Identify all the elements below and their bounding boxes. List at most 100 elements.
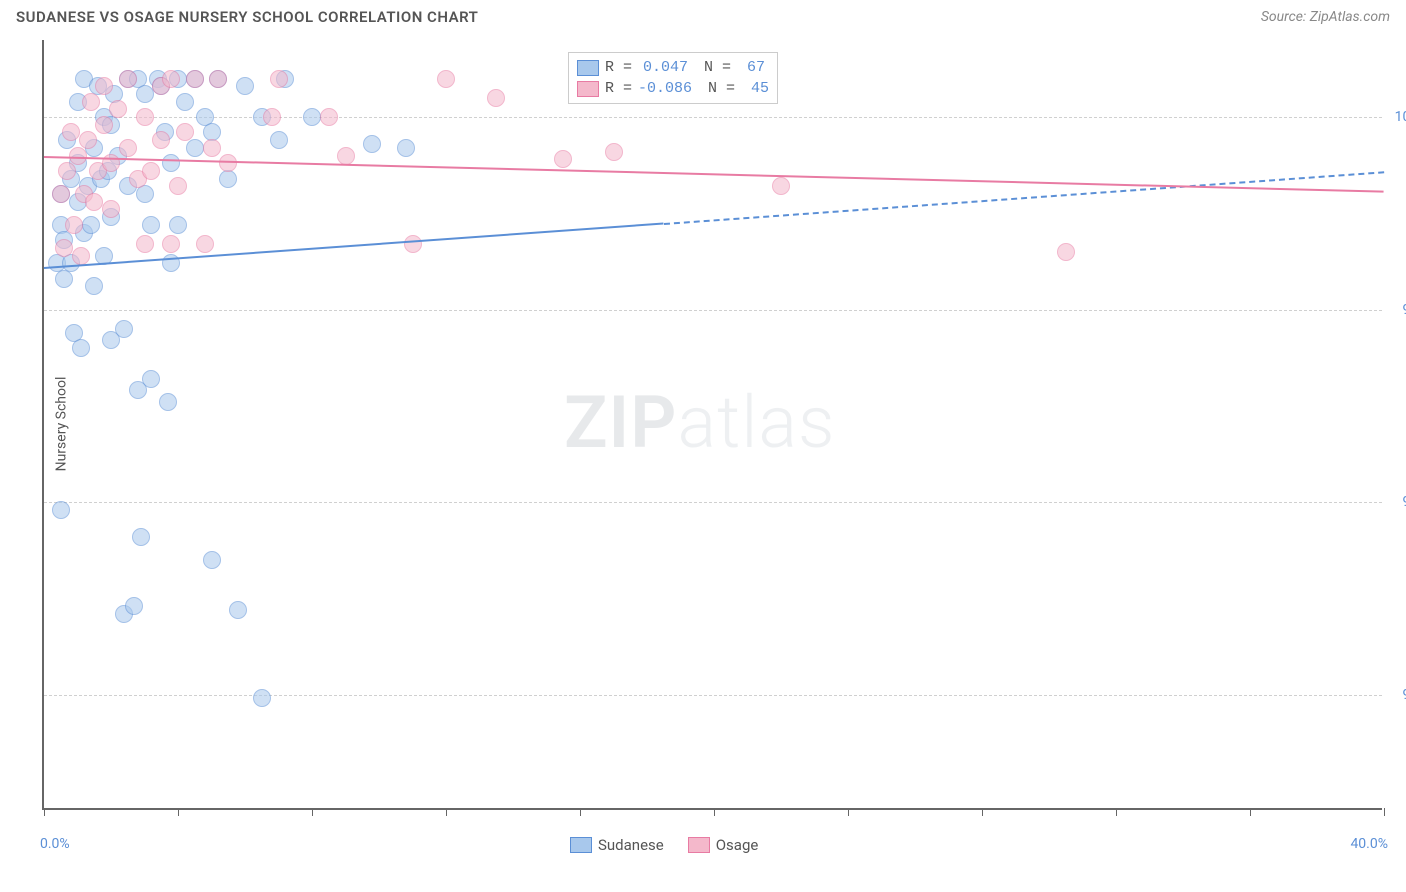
- gridline: [44, 117, 1382, 118]
- x-tick: [982, 808, 983, 816]
- data-point: [95, 116, 113, 134]
- data-point: [65, 216, 83, 234]
- data-point: [82, 93, 100, 111]
- chart-title: SUDANESE VS OSAGE NURSERY SCHOOL CORRELA…: [16, 8, 478, 26]
- n-value: 67: [737, 59, 765, 76]
- data-point: [162, 70, 180, 88]
- legend-swatch: [570, 837, 592, 853]
- n-label: N =: [704, 59, 731, 76]
- data-point: [69, 147, 87, 165]
- data-point: [203, 551, 221, 569]
- data-point: [55, 239, 73, 257]
- data-point: [85, 277, 103, 295]
- data-point: [219, 154, 237, 172]
- watermark-atlas: atlas: [677, 380, 835, 465]
- data-point: [72, 247, 90, 265]
- data-point: [52, 185, 70, 203]
- data-point: [62, 123, 80, 141]
- data-point: [270, 70, 288, 88]
- data-point: [95, 77, 113, 95]
- data-point: [176, 93, 194, 111]
- legend-item: Osage: [688, 836, 759, 854]
- data-point: [196, 235, 214, 253]
- data-point: [136, 235, 154, 253]
- legend-label: Sudanese: [598, 836, 664, 854]
- data-point: [203, 139, 221, 157]
- data-point: [554, 150, 572, 168]
- data-point: [85, 193, 103, 211]
- data-point: [159, 393, 177, 411]
- data-point: [162, 154, 180, 172]
- data-point: [55, 270, 73, 288]
- watermark-zip: ZIP: [564, 380, 677, 465]
- data-point: [404, 235, 422, 253]
- x-tick: [1384, 808, 1385, 816]
- legend-item: Sudanese: [570, 836, 664, 854]
- legend-row: R = 0.047 N = 67: [577, 57, 769, 78]
- r-value: -0.086: [638, 80, 692, 97]
- r-value: 0.047: [638, 59, 688, 76]
- data-point: [236, 77, 254, 95]
- data-point: [169, 216, 187, 234]
- data-point: [58, 162, 76, 180]
- data-point: [119, 139, 137, 157]
- y-tick-label: 95.0%: [1390, 494, 1406, 510]
- x-tick: [44, 808, 45, 816]
- data-point: [82, 216, 100, 234]
- y-tick-label: 100.0%: [1390, 109, 1406, 125]
- data-point: [136, 185, 154, 203]
- x-tick: [714, 808, 715, 816]
- data-point: [142, 162, 160, 180]
- data-point: [270, 131, 288, 149]
- x-tick: [580, 808, 581, 816]
- x-tick: [848, 808, 849, 816]
- data-point: [605, 143, 623, 161]
- data-point: [142, 370, 160, 388]
- trend-line: [44, 156, 1384, 193]
- data-point: [136, 108, 154, 126]
- x-max-label: 40.0%: [1350, 836, 1388, 852]
- x-tick: [1116, 808, 1117, 816]
- data-point: [125, 597, 143, 615]
- legend-swatch: [577, 81, 599, 97]
- x-tick: [1250, 808, 1251, 816]
- data-point: [772, 177, 790, 195]
- data-point: [162, 235, 180, 253]
- data-point: [363, 135, 381, 153]
- gridline: [44, 502, 1382, 503]
- data-point: [397, 139, 415, 157]
- r-label: R =: [605, 59, 632, 76]
- data-point: [219, 170, 237, 188]
- x-tick: [178, 808, 179, 816]
- n-label: N =: [708, 80, 735, 97]
- stats-legend: R =0.047N =67R =-0.086N =45: [568, 52, 778, 104]
- data-point: [303, 108, 321, 126]
- data-point: [487, 89, 505, 107]
- source-label: Source: ZipAtlas.com: [1261, 9, 1390, 25]
- data-point: [209, 70, 227, 88]
- data-point: [229, 601, 247, 619]
- data-point: [136, 85, 154, 103]
- legend-label: Osage: [716, 836, 759, 854]
- gridline: [44, 310, 1382, 311]
- data-point: [72, 339, 90, 357]
- chart-plot-area: Nursery School ZIPatlas R =0.047N =67R =…: [42, 40, 1382, 810]
- data-point: [119, 70, 137, 88]
- data-point: [320, 108, 338, 126]
- gridline: [44, 695, 1382, 696]
- data-point: [132, 528, 150, 546]
- data-point: [186, 70, 204, 88]
- legend-row: R = -0.086 N = 45: [577, 78, 769, 99]
- r-label: R =: [605, 80, 632, 97]
- y-tick-label: 92.5%: [1390, 687, 1406, 703]
- watermark: ZIPatlas: [564, 380, 836, 465]
- n-value: 45: [741, 80, 769, 97]
- y-tick-label: 97.5%: [1390, 302, 1406, 318]
- data-point: [142, 216, 160, 234]
- y-axis-label: Nursery School: [53, 377, 69, 472]
- legend-swatch: [577, 60, 599, 76]
- x-min-label: 0.0%: [40, 836, 70, 852]
- legend-swatch: [688, 837, 710, 853]
- data-point: [115, 320, 133, 338]
- data-point: [152, 131, 170, 149]
